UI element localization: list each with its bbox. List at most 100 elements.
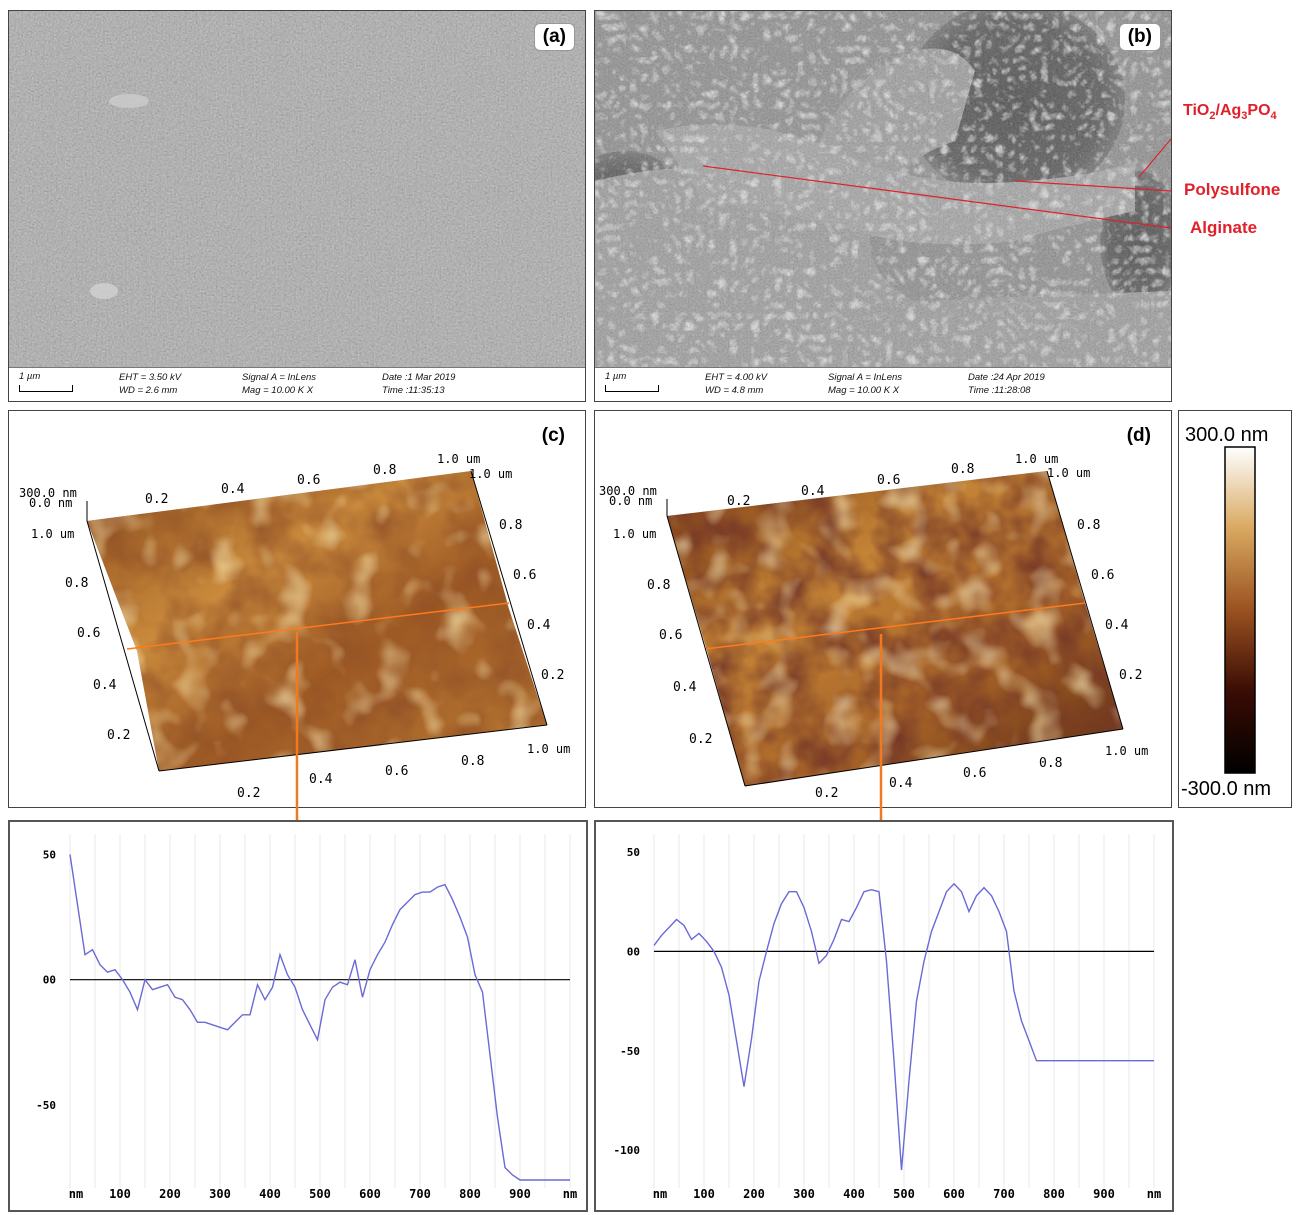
- svg-text:1.0 um: 1.0 um: [1047, 466, 1090, 480]
- svg-text:0.6: 0.6: [659, 628, 682, 643]
- svg-text:0.2: 0.2: [815, 786, 838, 801]
- mag-value: Mag = 10.00 K X: [242, 385, 314, 396]
- x-tick-label: 500: [309, 1187, 331, 1201]
- svg-text:0.4: 0.4: [309, 772, 333, 787]
- svg-text:0.4: 0.4: [801, 484, 825, 499]
- svg-text:0.2: 0.2: [237, 786, 260, 801]
- svg-text:0.2: 0.2: [541, 668, 564, 683]
- svg-text:0.6: 0.6: [297, 473, 320, 488]
- svg-text:1.0 um: 1.0 um: [437, 452, 480, 466]
- color-scale: 300.0 nm -300.0 nm: [1181, 424, 1271, 800]
- colorbar-max-label: 300.0 nm: [1185, 424, 1268, 446]
- y-tick-label: -100: [614, 1144, 641, 1157]
- svg-text:0.6: 0.6: [77, 626, 100, 641]
- profile-line: [126, 602, 510, 650]
- svg-text:0.6: 0.6: [385, 764, 408, 779]
- panel-label-c: (c): [533, 423, 573, 449]
- time-value: Time :11:28:08: [968, 385, 1031, 396]
- svg-text:0.8: 0.8: [65, 576, 88, 591]
- x-tick-label: 300: [793, 1187, 815, 1201]
- x-tick-label: 700: [993, 1187, 1015, 1201]
- svg-text:1.0 um: 1.0 um: [1015, 452, 1058, 466]
- x-tick-label: 600: [359, 1187, 381, 1201]
- sem-image-a: [9, 11, 585, 367]
- profile-svg-right: 50 00 -50 -100 nm 100 200 300 400 500 600 700 800 900…: [614, 834, 1161, 1201]
- leader-alginate: [702, 165, 1171, 229]
- svg-text:0.2: 0.2: [689, 732, 712, 747]
- afm-panel-d: 300.0 nm 0.0 nm 1.0 um 0.2 0.4 0.6 0.8 1…: [594, 410, 1172, 808]
- annotation-polysulfone: Polysulfone: [1184, 180, 1281, 199]
- eht-value: EHT = 3.50 kV: [119, 372, 182, 383]
- profile-chart-left: 50 00 -50 nm 100 200 300 400 500 600 700 800 900 nm: [8, 820, 588, 1212]
- svg-text:0.2: 0.2: [145, 492, 168, 507]
- sem-info-bar-a: 1 µm EHT = 3.50 kV WD = 2.6 mm Signal A …: [9, 367, 585, 400]
- sem-panel-a: (a) 1 µm EHT = 3.50 kV WD = 2.6 mm Signa…: [8, 10, 586, 402]
- svg-text:0.8: 0.8: [1039, 756, 1062, 771]
- x-tick-label: 200: [159, 1187, 181, 1201]
- svg-text:0.4: 0.4: [673, 680, 697, 695]
- y-tick-label: 00: [627, 945, 640, 958]
- y-top-label: 1.0 um: [613, 527, 656, 541]
- svg-text:0.8: 0.8: [461, 754, 484, 769]
- sem-image-b: [595, 11, 1171, 367]
- profile-series-line: [653, 882, 1154, 1171]
- svg-text:1.0 um: 1.0 um: [469, 467, 512, 481]
- x-tick-label: nm: [653, 1187, 667, 1201]
- svg-text:0.8: 0.8: [647, 578, 670, 593]
- leader-polysulfone: [1014, 180, 1171, 192]
- x-tick-label: 100: [693, 1187, 715, 1201]
- svg-text:0.6: 0.6: [1091, 568, 1114, 583]
- profile-chart-right: 50 00 -50 -100 nm 100 200 300 400 500 600 700 800 900…: [594, 820, 1174, 1212]
- signal-value: Signal A = InLens: [828, 372, 903, 383]
- annotation-alginate: Alginate: [1190, 218, 1258, 237]
- wd-value: WD = 4.8 mm: [705, 385, 764, 396]
- x-tick-label: 800: [1043, 1187, 1065, 1201]
- panel-label-a: (a): [533, 23, 575, 51]
- z-zero-label: 0.0 nm: [29, 496, 72, 510]
- svg-text:1.0 um: 1.0 um: [527, 742, 570, 756]
- scale-bar: [19, 385, 73, 392]
- svg-text:0.2: 0.2: [1119, 668, 1142, 683]
- svg-text:0.4: 0.4: [889, 776, 913, 791]
- scale-bar: [605, 385, 659, 392]
- x-tick-label: 700: [409, 1187, 431, 1201]
- x-tick-label: 500: [893, 1187, 915, 1201]
- svg-text:0.8: 0.8: [951, 462, 974, 477]
- afm-3d-plot-c: 300.0 nm 0.0 nm 1.0 um 0.2 0.4 0.6 0.8 1…: [19, 452, 570, 801]
- x-tick-label: 400: [259, 1187, 281, 1201]
- svg-text:0.8: 0.8: [373, 463, 396, 478]
- x-tick-label: 400: [843, 1187, 865, 1201]
- sem-info-bar-b: 1 µm EHT = 4.00 kV WD = 4.8 mm Signal A …: [595, 367, 1171, 400]
- date-value: Date :1 Mar 2019: [382, 372, 456, 383]
- z-top-label: 300.0 nm: [19, 486, 77, 500]
- colorbar-gradient: [1224, 446, 1256, 774]
- svg-text:1.0 um: 1.0 um: [1105, 744, 1148, 758]
- svg-text:0.8: 0.8: [499, 518, 522, 533]
- leader-tio2: [1138, 138, 1171, 178]
- panel-label-d: (d): [1118, 423, 1159, 449]
- x-tick-label: nm: [563, 1187, 577, 1201]
- profile-series-line: [69, 854, 570, 1181]
- signal-value: Signal A = InLens: [242, 372, 317, 383]
- svg-text:0.6: 0.6: [877, 473, 900, 488]
- svg-text:0.8: 0.8: [1077, 518, 1100, 533]
- afm-3d-plot-d: 300.0 nm 0.0 nm 1.0 um 0.2 0.4 0.6 0.8 1…: [599, 452, 1148, 801]
- svg-text:0.4: 0.4: [93, 678, 117, 693]
- y-tick-label: 50: [627, 846, 640, 859]
- x-tick-label: 300: [209, 1187, 231, 1201]
- panel-label-b: (b): [1118, 23, 1161, 51]
- profile-line: [704, 602, 1086, 650]
- y-tick-label: 00: [43, 974, 56, 987]
- mag-value: Mag = 10.00 K X: [828, 385, 900, 396]
- profile-svg-left: 50 00 -50 nm 100 200 300 400 500 600 700 800 900 nm: [36, 834, 577, 1201]
- y-tick-label: -50: [620, 1045, 640, 1058]
- svg-text:0.4: 0.4: [1105, 618, 1129, 633]
- scale-label: 1 µm: [605, 371, 627, 382]
- x-tick-label: nm: [69, 1187, 83, 1201]
- svg-text:0.2: 0.2: [107, 728, 130, 743]
- colorbar-min-label: -300.0 nm: [1181, 778, 1271, 800]
- x-tick-label: 900: [509, 1187, 531, 1201]
- x-tick-label: 900: [1093, 1187, 1115, 1201]
- date-value: Date :24 Apr 2019: [968, 372, 1045, 383]
- x-tick-label: 100: [109, 1187, 131, 1201]
